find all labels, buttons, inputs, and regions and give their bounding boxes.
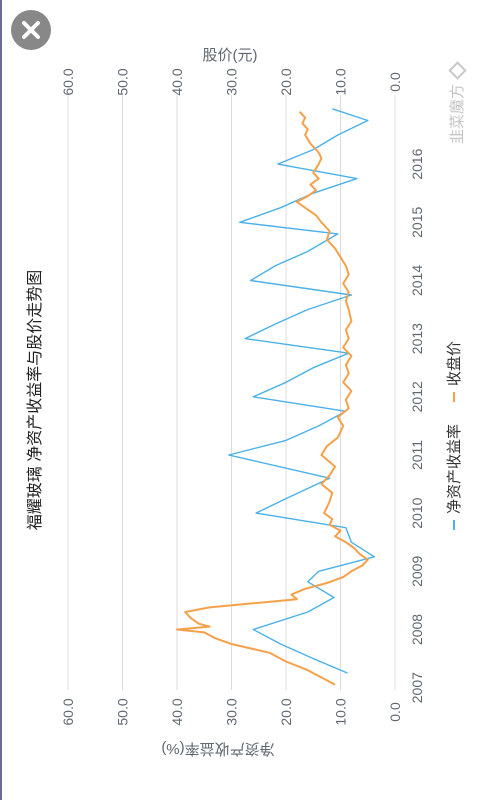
right-y-tick-label: 30.0 [224, 68, 240, 95]
left-y-tick-label: 30.0 [224, 698, 240, 725]
right-y-axis-title: 股价(元) [203, 47, 258, 64]
right-y-tick-label: 50.0 [115, 68, 131, 95]
x-tick-label: 2013 [409, 323, 425, 354]
close-icon [22, 21, 40, 39]
left-y-tick-label: 50.0 [115, 698, 131, 725]
right-y-tick-label: 20.0 [278, 68, 294, 95]
x-axis-tick-labels: 2007 2008 2009 2010 2011 2012 2013 2014 2015 2016 [409, 148, 425, 703]
left-y-axis-title: 净资产收益率(%) [161, 740, 274, 757]
left-y-tick-label: 10.0 [333, 698, 349, 725]
right-y-tick-label: 40.0 [169, 68, 185, 95]
x-tick-label: 2007 [409, 672, 425, 703]
close-button[interactable] [11, 10, 51, 50]
x-tick-label: 2011 [409, 440, 425, 470]
watermark: 韭菜魔方 [448, 61, 467, 144]
x-tick-label: 2009 [409, 556, 425, 587]
legend-price-label: 收盘价 [445, 341, 463, 386]
diamond-icon [448, 61, 467, 80]
series-layer [176, 108, 375, 686]
left-y-tick-label: 60.0 [60, 698, 76, 725]
x-tick-label: 2015 [409, 206, 425, 237]
watermark-text: 韭菜魔方 [449, 84, 466, 144]
window-edge [0, 0, 2, 800]
left-y-axis-tick-labels: 0.0 10.0 20.0 30.0 40.0 50.0 60.0 [60, 698, 403, 725]
grid-lines [67, 95, 396, 690]
x-tick-label: 2008 [409, 614, 425, 645]
chart-title: 福耀玻璃 净资产收益率与股价走势图 [26, 270, 44, 530]
right-y-tick-label: 60.0 [60, 68, 76, 95]
x-tick-label: 2010 [409, 497, 425, 528]
right-y-axis-tick-labels: 0.0 10.0 20.0 30.0 40.0 50.0 60.0 [60, 68, 403, 95]
price-series-line [176, 111, 369, 686]
right-y-tick-label: 10.0 [333, 68, 349, 95]
x-tick-label: 2016 [409, 148, 425, 179]
x-tick-label: 2014 [409, 265, 425, 296]
legend-roe-label: 净资产收益率 [446, 424, 463, 514]
left-y-tick-label: 20.0 [278, 698, 294, 725]
legend: 净资产收益率 收盘价 [445, 341, 463, 530]
roe-series-line [228, 108, 375, 674]
left-y-tick-label: 0.0 [387, 702, 403, 722]
right-y-tick-label: 0.0 [387, 72, 403, 92]
left-y-tick-label: 40.0 [169, 698, 185, 725]
x-tick-label: 2012 [409, 381, 425, 412]
